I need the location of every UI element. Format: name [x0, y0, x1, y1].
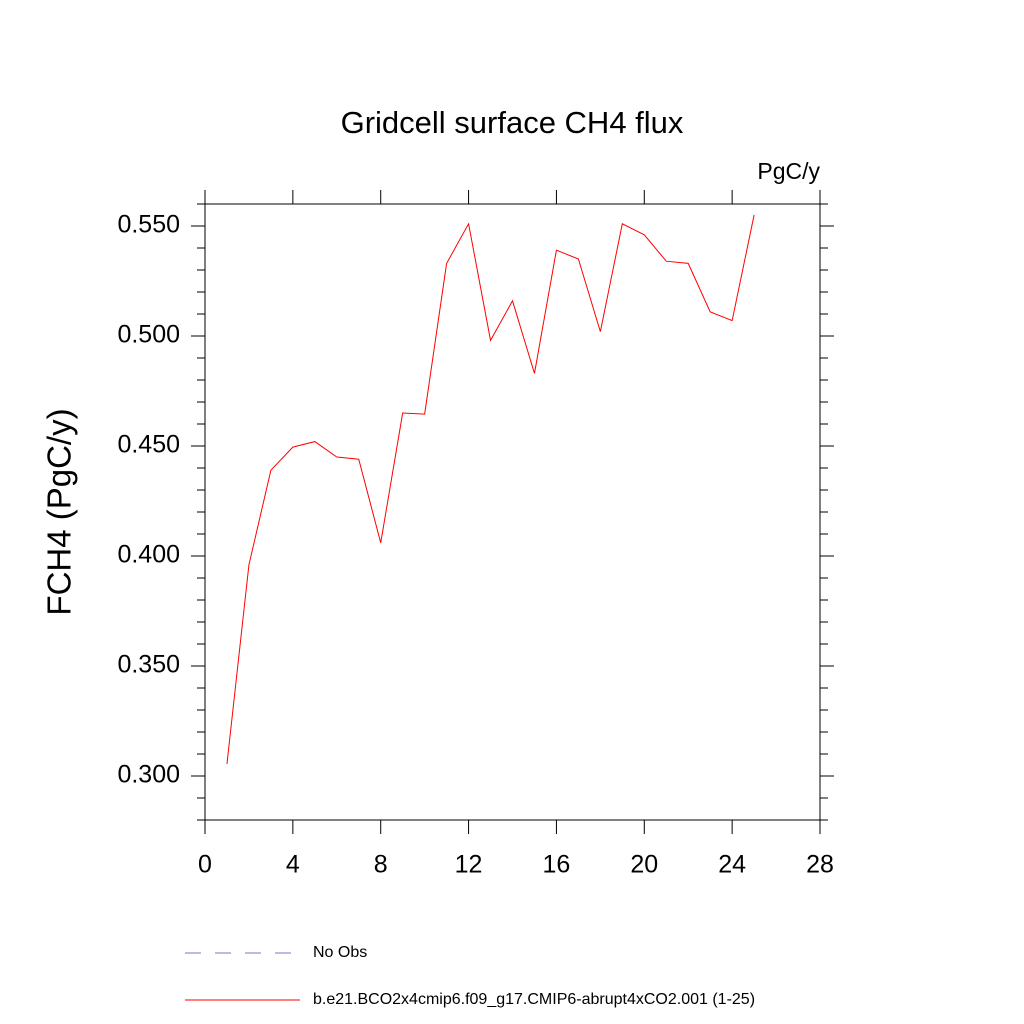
data-line [226, 214, 755, 764]
y-tick-label: 0.450 [117, 431, 180, 459]
x-tick-label: 12 [455, 851, 483, 879]
x-tick-label: 20 [630, 851, 658, 879]
legend-label: b.e21.BCO2x4cmip6.f09_g17.CMIP6-abrupt4x… [313, 991, 755, 1008]
y-tick-label: 0.300 [117, 761, 180, 789]
x-tick-label: 28 [806, 851, 834, 879]
chart-title: Gridcell surface CH4 flux [341, 105, 684, 140]
x-tick-label: 24 [718, 851, 746, 879]
legend-label: No Obs [313, 944, 367, 961]
y-tick-label: 0.400 [117, 541, 180, 569]
y-axis-label: FCH4 (PgC/y) [41, 408, 78, 615]
y-tick-label: 0.500 [117, 321, 180, 349]
y-tick-label: 0.550 [117, 211, 180, 239]
x-tick-label: 4 [286, 851, 300, 879]
units-label: PgC/y [757, 158, 820, 184]
plot-frame [204, 203, 821, 821]
x-tick-label: 0 [198, 851, 212, 879]
y-tick-label: 0.350 [117, 651, 180, 679]
x-tick-label: 16 [543, 851, 571, 879]
x-tick-label: 8 [374, 851, 388, 879]
